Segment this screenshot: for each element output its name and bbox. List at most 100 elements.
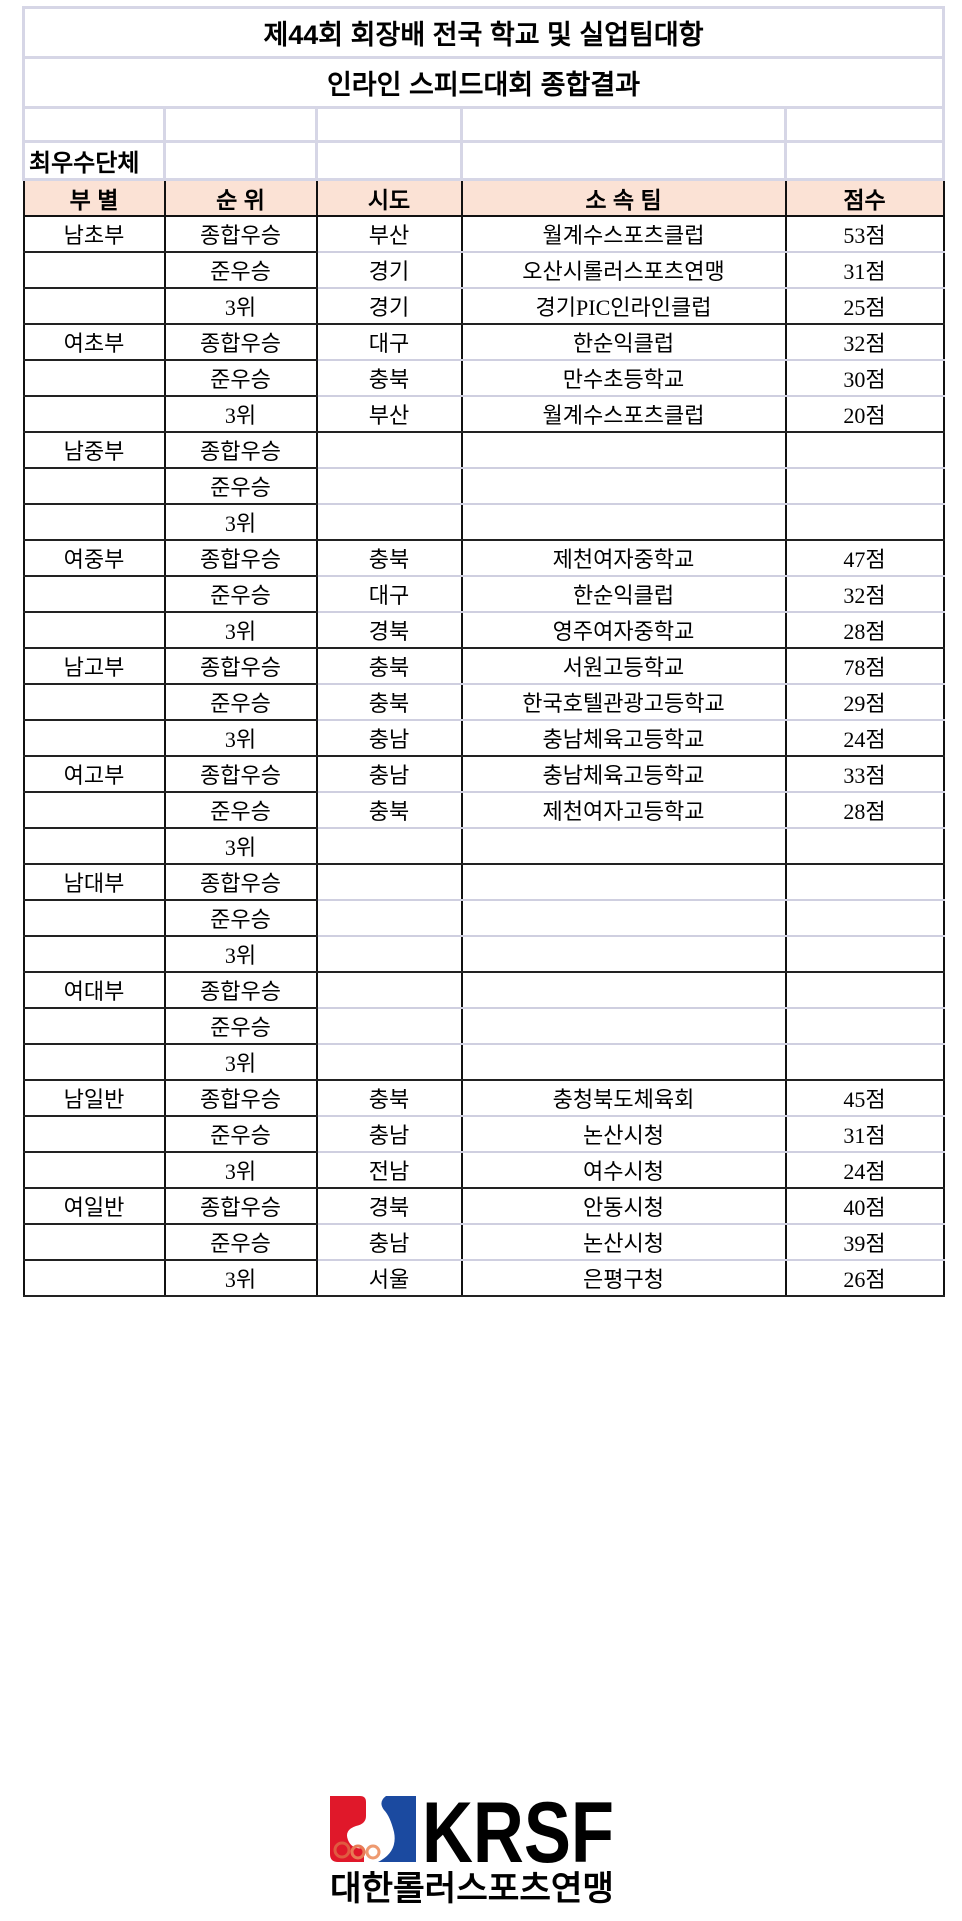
cell-division [22, 576, 166, 613]
cell-team: 충남체육고등학교 [460, 720, 787, 757]
cell-rank: 3위 [163, 1152, 318, 1189]
table-row: 남중부 종합우승 [22, 432, 945, 469]
cell-division [22, 1152, 166, 1189]
cell-region: 경기 [315, 288, 463, 325]
cell-score: 47점 [784, 540, 945, 577]
cell-score: 45점 [784, 1080, 945, 1117]
cell-division [22, 468, 166, 505]
cell-score [784, 432, 945, 469]
cell-score [784, 864, 945, 901]
cell-division [22, 612, 166, 649]
cell-region [315, 1044, 463, 1081]
cell-region: 충북 [315, 648, 463, 685]
cell-region: 전남 [315, 1152, 463, 1189]
table-row: 3위 전남 여수시청 24점 [22, 1152, 945, 1189]
cell-region: 충북 [315, 792, 463, 829]
cell-region: 충북 [315, 540, 463, 577]
cell-region: 부산 [315, 216, 463, 253]
cell-score: 31점 [784, 252, 945, 289]
table-row: 준우승 [22, 900, 945, 937]
cell-region [315, 900, 463, 937]
cell-division [22, 720, 166, 757]
cell-team [460, 432, 787, 469]
cell-rank: 종합우승 [163, 216, 318, 253]
cell-region: 부산 [315, 396, 463, 433]
cell-score: 32점 [784, 576, 945, 613]
table-row: 3위 서울 은평구청 26점 [22, 1260, 945, 1297]
cell-rank: 준우승 [163, 792, 318, 829]
cell-team: 한국호텔관광고등학교 [460, 684, 787, 721]
cell-division [22, 1008, 166, 1045]
document-title: 제44회 회장배 전국 학교 및 실업팀대항 [21, 6, 946, 59]
cell-team: 은평구청 [460, 1260, 787, 1297]
column-header: 점수 [784, 178, 945, 217]
cell-rank: 준우승 [163, 684, 318, 721]
cell-division [22, 828, 166, 865]
cell-score [784, 1008, 945, 1045]
cell-division [22, 900, 166, 937]
cell-score [784, 900, 945, 937]
cell-region: 경기 [315, 252, 463, 289]
cell-score: 28점 [784, 612, 945, 649]
cell-rank: 준우승 [163, 900, 318, 937]
cell-rank: 준우승 [163, 468, 318, 505]
cell-team: 서원고등학교 [460, 648, 787, 685]
column-header: 시도 [315, 178, 463, 217]
cell-score [784, 936, 945, 973]
cell-rank: 3위 [163, 288, 318, 325]
cell-team: 한순익클럽 [460, 324, 787, 361]
cell-team: 충남체육고등학교 [460, 756, 787, 793]
table-row: 준우승 충북 만수초등학교 30점 [22, 360, 945, 397]
table-row: 여일반 종합우승 경북 안동시청 40점 [22, 1188, 945, 1225]
cell-rank: 종합우승 [163, 540, 318, 577]
svg-text:KRSF: KRSF [422, 1792, 614, 1881]
cell-region [315, 936, 463, 973]
table-row: 준우승 충남 논산시청 31점 [22, 1116, 945, 1153]
column-header: 부 별 [22, 178, 166, 217]
cell-score: 20점 [784, 396, 945, 433]
cell-division [22, 936, 166, 973]
cell-team [460, 468, 787, 505]
cell-rank: 준우승 [163, 1008, 318, 1045]
cell-region: 경북 [315, 612, 463, 649]
cell-division [22, 1224, 166, 1261]
table-row: 준우승 충남 논산시청 39점 [22, 1224, 945, 1261]
cell-team: 월계수스포츠클럽 [460, 396, 787, 433]
table-row: 3위 [22, 1044, 945, 1081]
cell-region: 충남 [315, 1116, 463, 1153]
cell-rank: 3위 [163, 504, 318, 541]
cell-division: 여초부 [22, 324, 166, 361]
svg-text:대한롤러스포츠연맹: 대한롤러스포츠연맹 [330, 1870, 614, 1904]
cell-region: 경북 [315, 1188, 463, 1225]
table-row: 준우승 경기 오산시롤러스포츠연맹 31점 [22, 252, 945, 289]
cell-score: 24점 [784, 720, 945, 757]
cell-division: 남중부 [22, 432, 166, 469]
cell-division: 여고부 [22, 756, 166, 793]
cell-rank: 준우승 [163, 1224, 318, 1261]
cell-rank: 3위 [163, 936, 318, 973]
cell-rank: 종합우승 [163, 1188, 318, 1225]
cell-score [784, 504, 945, 541]
krsf-logo: KRSF 대한롤러스포츠연맹 [330, 1792, 614, 1904]
cell-score: 40점 [784, 1188, 945, 1225]
cell-division [22, 396, 166, 433]
cell-division: 여중부 [22, 540, 166, 577]
cell-rank: 준우승 [163, 252, 318, 289]
cell-division [22, 360, 166, 397]
cell-rank: 3위 [163, 1260, 318, 1297]
cell-region: 충북 [315, 360, 463, 397]
cell-score: 32점 [784, 324, 945, 361]
cell-division: 남고부 [22, 648, 166, 685]
cell-region: 서울 [315, 1260, 463, 1297]
table-row: 준우승 대구 한순익클럽 32점 [22, 576, 945, 613]
document-subtitle: 인라인 스피드대회 종합결과 [21, 56, 946, 109]
cell-region [315, 432, 463, 469]
cell-region [315, 864, 463, 901]
cell-team [460, 900, 787, 937]
table-row: 준우승 [22, 468, 945, 505]
cell-rank: 준우승 [163, 576, 318, 613]
cell-region: 대구 [315, 324, 463, 361]
cell-rank: 3위 [163, 612, 318, 649]
section-label: 최우수단체 [22, 140, 166, 181]
cell-score: 28점 [784, 792, 945, 829]
